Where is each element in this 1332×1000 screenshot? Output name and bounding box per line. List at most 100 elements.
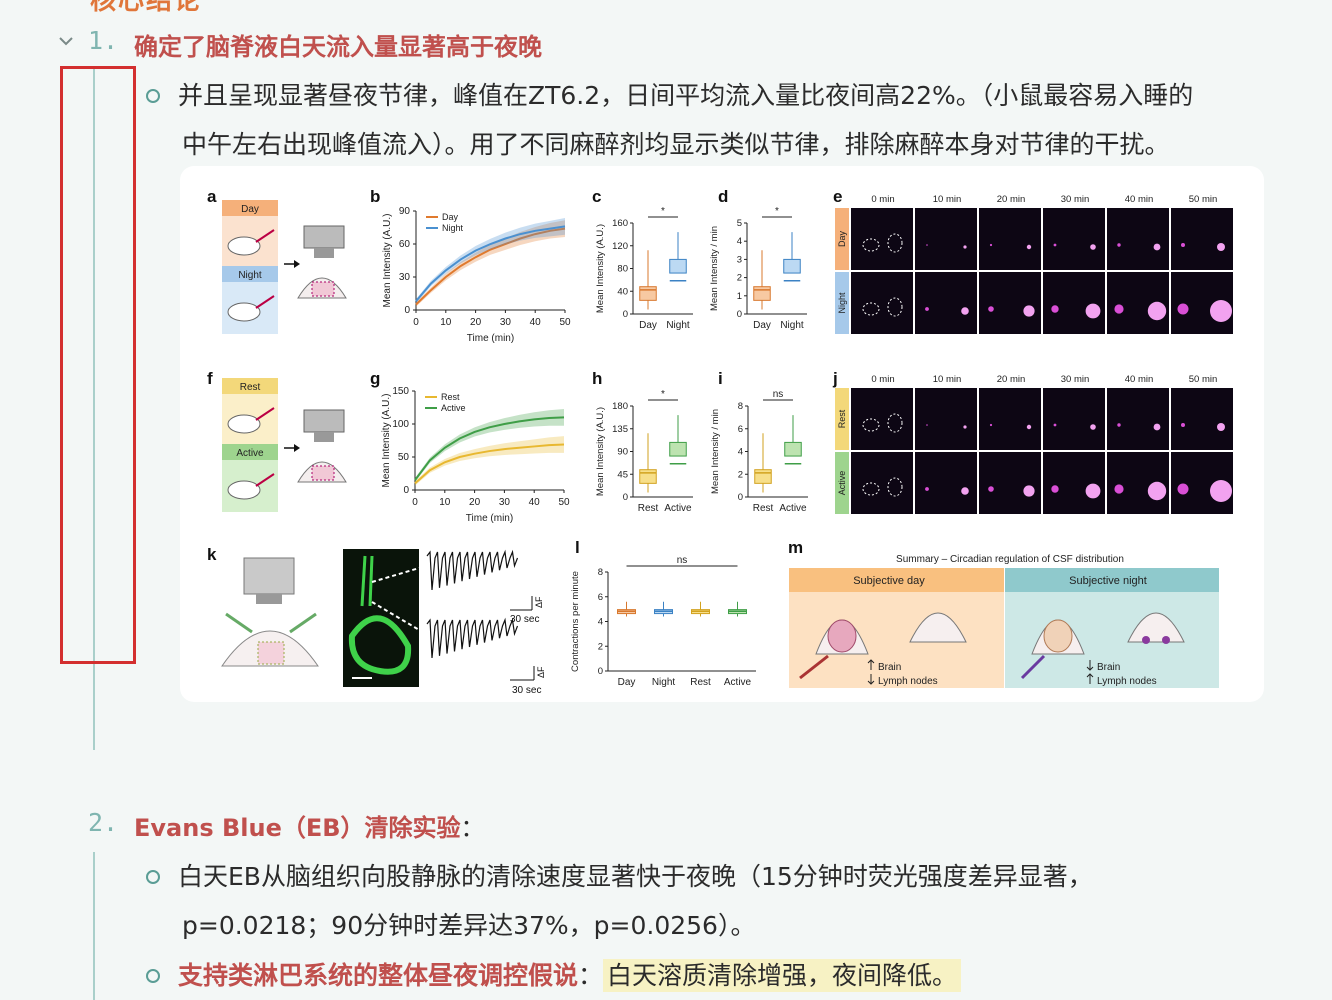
image-grid-j: 0 min 10 min 20 min 30 min 40 min 50 min Rest A…	[835, 374, 1233, 514]
boxplot-c: 0 40 80 120 160 Mean Intensity (A.U.) Day Night…	[595, 206, 693, 331]
fluorescence-spot	[1051, 485, 1059, 493]
chevron-down-icon[interactable]	[58, 33, 74, 49]
category-label: Night	[652, 677, 676, 688]
micrograph-cell	[915, 452, 977, 514]
micrograph-cell	[1107, 388, 1169, 450]
category-label: Day	[639, 320, 657, 331]
y-tick-label: 0	[737, 309, 742, 320]
row-label: Day	[837, 231, 847, 248]
y-tick-label: 40	[617, 286, 628, 297]
fluorescence-spot	[1153, 423, 1161, 431]
series-band-rest	[415, 436, 564, 486]
boxplot-h: 0 45 90 135 180 Mean Intensity (A.U.) Rest Acti…	[595, 389, 693, 514]
bullet-circle-icon	[146, 870, 160, 884]
x-axis-label: Time (min)	[466, 513, 513, 524]
series-band-active	[415, 409, 564, 483]
y-tick-label: 1	[737, 291, 742, 302]
y-tick-label: 0	[623, 309, 628, 320]
y-tick-label: 160	[612, 218, 628, 229]
x-axis-label: Time (min)	[467, 333, 514, 344]
series-band-day	[416, 220, 565, 307]
micrograph-cell	[915, 388, 977, 450]
fluorescence-spot	[1117, 243, 1121, 247]
fluorescence-spot	[925, 487, 929, 491]
fluorescence-spot	[1114, 304, 1124, 314]
section1-title: 确定了脑脊液白天流入量显著高于夜晚	[134, 33, 542, 61]
section2-bullet2-colon: ：	[578, 961, 604, 990]
box-night	[783, 258, 801, 274]
fluorescence-spot	[1177, 303, 1189, 315]
time-label: 30 min	[1061, 374, 1090, 385]
section2-number: 2.	[88, 808, 119, 837]
row-label-bar	[835, 388, 849, 450]
bullet-circle-icon	[146, 969, 160, 983]
fluorescence-spot	[963, 425, 967, 429]
category-label: Day	[618, 677, 636, 688]
box-day	[639, 286, 657, 301]
series-line-night	[415, 225, 566, 302]
category-label: Active	[724, 677, 752, 688]
time-label: 20 min	[997, 194, 1026, 205]
figure-image: a b c d e f g h i j k l m Day Night	[180, 166, 1264, 702]
m-title: Summary – Circadian regulation of CSF di…	[896, 554, 1124, 565]
k-df1-label: ΔF	[534, 596, 544, 608]
x-tick-label: 50	[558, 497, 570, 508]
fluorescence-spot	[1051, 305, 1059, 313]
micrograph-cell	[979, 452, 1041, 514]
fluorescence-spot	[1217, 243, 1225, 251]
series-line-day	[415, 227, 566, 306]
box-rest	[754, 469, 772, 484]
fluorescence-spot	[926, 244, 928, 246]
y-tick-label: 0	[623, 492, 628, 503]
y-axis-label: Mean Intensity (A.U.)	[382, 214, 393, 308]
y-tick-label: 135	[612, 424, 628, 435]
x-tick-label: 0	[412, 497, 418, 508]
fluorescence-spot	[1085, 303, 1101, 319]
y-tick-label: 2	[737, 273, 742, 284]
micrograph-cell	[979, 272, 1041, 334]
fluorescence-spot	[989, 423, 993, 427]
panel-letter-i: i	[718, 369, 723, 388]
y-tick-label: 2	[598, 641, 603, 652]
y-tick-label: 8	[598, 567, 603, 578]
x-tick-label: 10	[439, 497, 451, 508]
time-label: 40 min	[1125, 194, 1154, 205]
y-tick-label: 50	[398, 452, 410, 463]
panel-a: Day Night	[222, 200, 347, 334]
micrograph-cell	[1043, 272, 1105, 334]
x-tick-label: 20	[470, 317, 482, 328]
row-label-bar	[835, 208, 849, 270]
time-label: 0 min	[871, 374, 894, 385]
panel-a-day-label: Day	[241, 204, 259, 215]
box-day	[753, 286, 771, 301]
category-label: Rest	[638, 503, 659, 514]
panel-letter-j: j	[832, 369, 838, 388]
section2-title: Evans Blue（EB）清除实验	[134, 814, 461, 842]
x-tick-label: 20	[469, 497, 481, 508]
y-tick-label: 3	[737, 254, 742, 265]
significance-label: ns	[677, 555, 688, 566]
section2-bullet1-line1: 白天EB从脑组织向股静脉的清除速度显著快于夜晚（15分钟时荧光强度差异显著，	[178, 862, 1093, 891]
fluorescence-spot	[1090, 244, 1096, 250]
section2-guide-line	[93, 852, 95, 1000]
panel-letter-e: e	[833, 187, 842, 206]
micrograph-cell	[851, 388, 913, 450]
panel-a-night-label: Night	[238, 270, 262, 281]
micrograph-cell	[1043, 388, 1105, 450]
panel-f-active-label: Active	[236, 448, 264, 459]
fluorescence-spot	[1210, 300, 1232, 322]
significance-label: *	[775, 206, 779, 217]
section2-colon: ：	[460, 814, 485, 842]
micrograph-cell	[1171, 388, 1233, 450]
boxplot-i: 0 2 4 6 8 Mean Intensity / min Rest Active ns	[710, 389, 808, 514]
micrograph-cell	[979, 208, 1041, 270]
box-active	[669, 441, 687, 457]
legend-label: Active	[441, 403, 466, 413]
significance-label: *	[661, 206, 665, 217]
k-scale1-label: 30 sec	[510, 614, 539, 625]
fluorescence-spot	[1153, 243, 1161, 251]
boxplot-d: 0 1 2 3 4 5 Mean Intensity / min Day Night *	[709, 206, 807, 331]
time-label: 20 min	[997, 374, 1026, 385]
y-tick-label: 80	[617, 264, 628, 275]
y-tick-label: 0	[403, 485, 409, 496]
